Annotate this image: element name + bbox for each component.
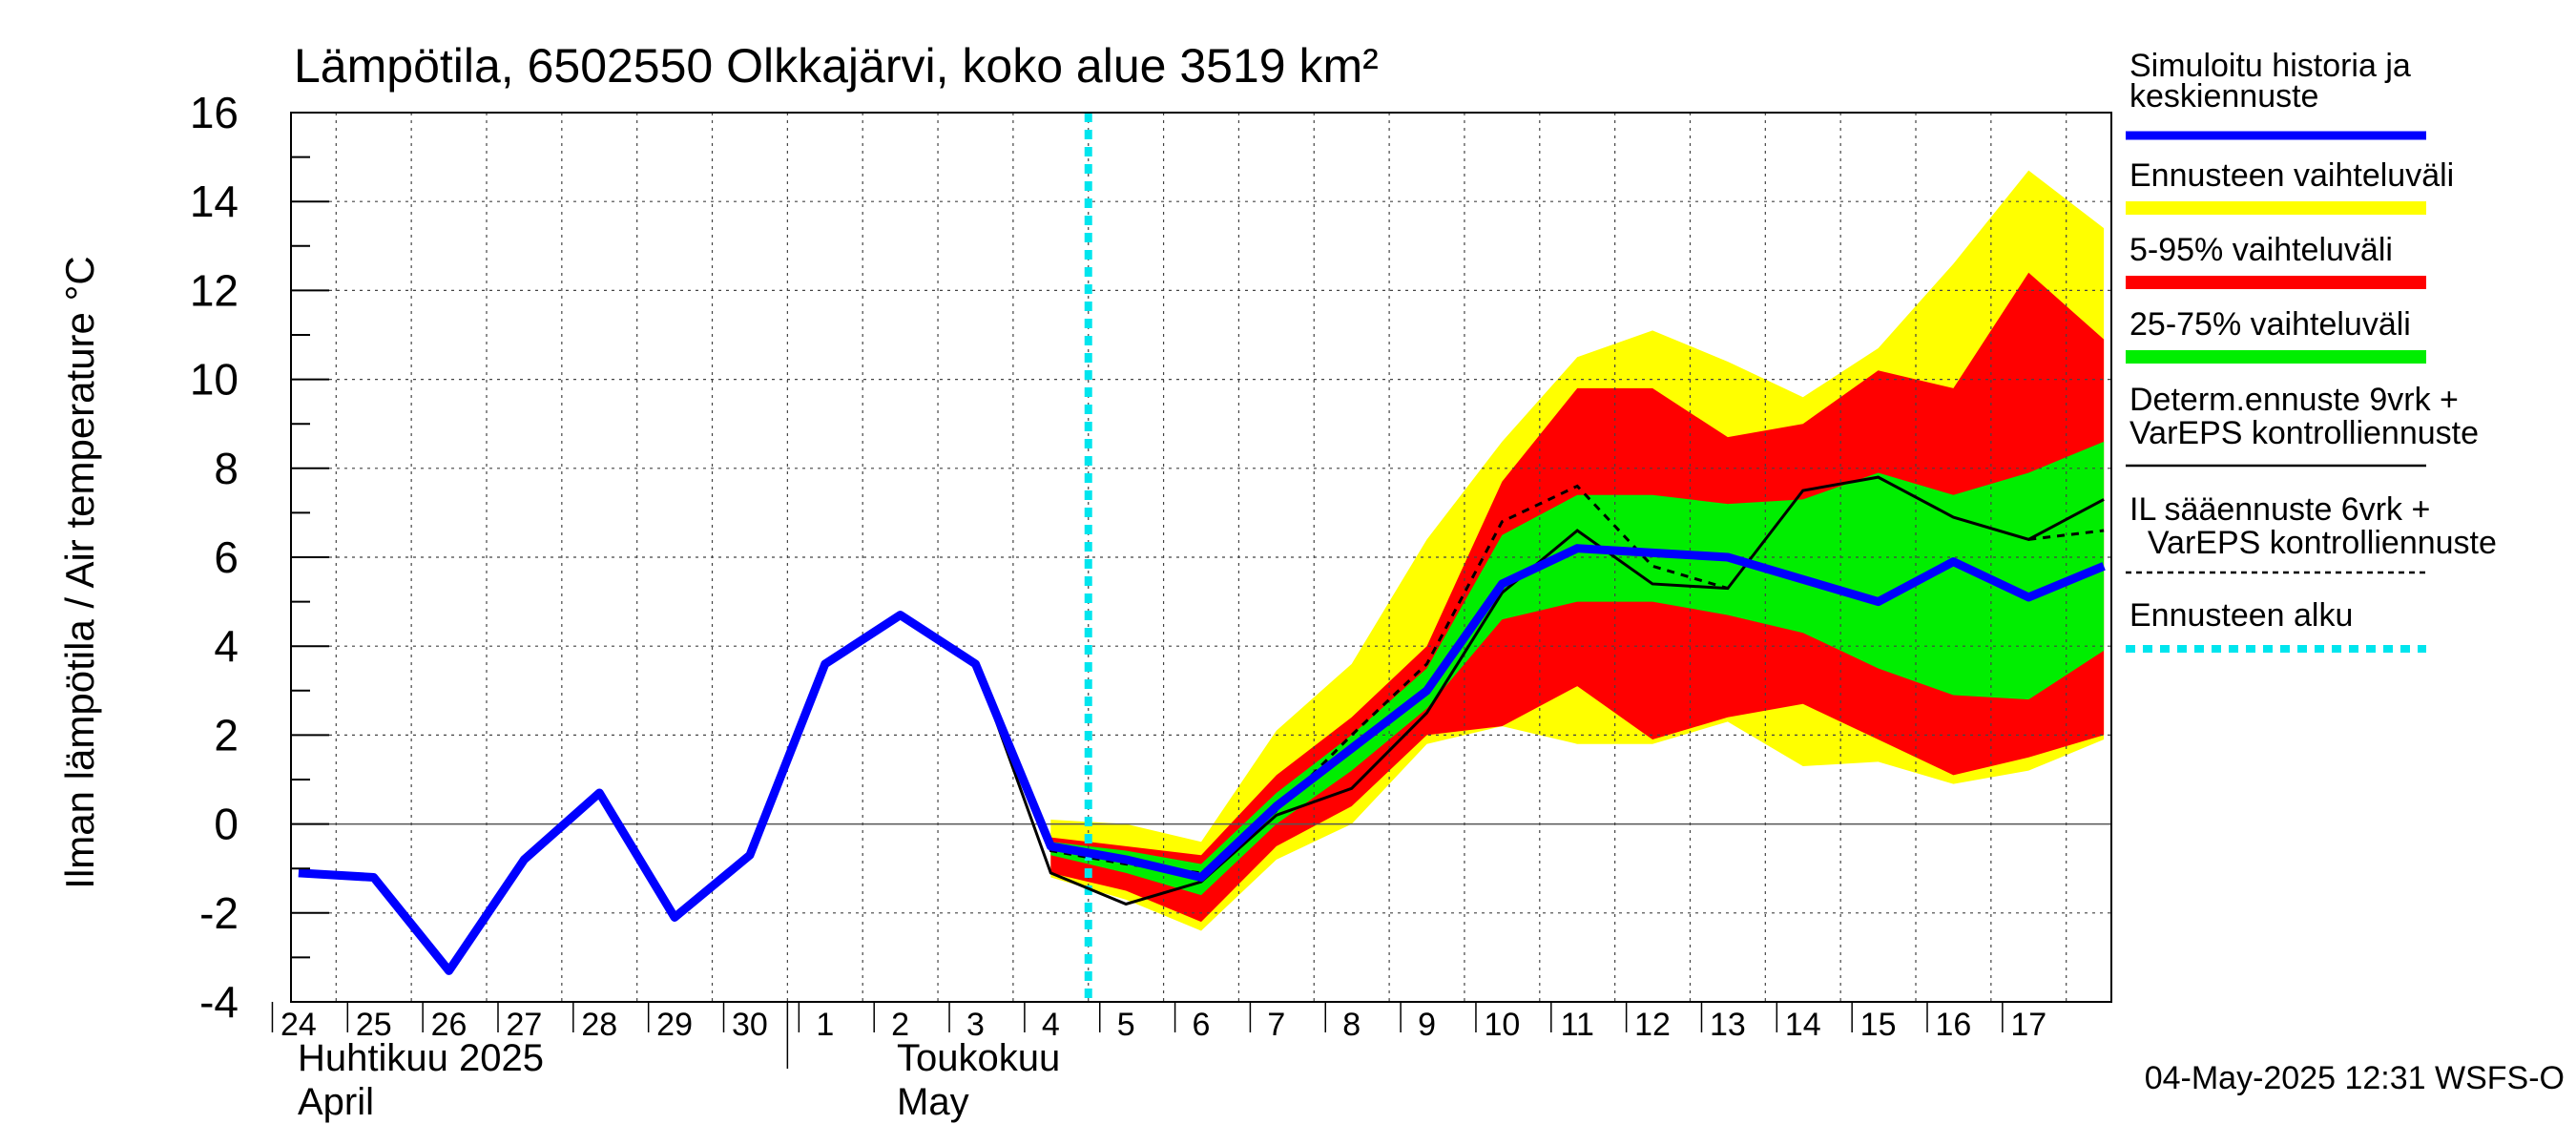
y-axis-label: Ilman lämpötila / Air temperature °C	[57, 256, 102, 888]
month-label-en: May	[897, 1081, 969, 1123]
x-tick-label: 6	[1193, 1007, 1211, 1043]
x-tick-label: 2	[891, 1007, 909, 1043]
x-tick-label: 15	[1860, 1007, 1897, 1043]
y-tick-label: -2	[199, 888, 239, 938]
x-tick-label: 12	[1634, 1007, 1671, 1043]
series-simulated-mean	[298, 544, 2106, 975]
y-axis: -4 -2 0 2 4 6 8 10 12 14 16	[190, 88, 329, 1027]
x-axis: 24 25 26 27 28 29 30 1 2 3 4 5 6 7 8 9 10 11 12 13 14 15 16 17H…	[271, 1002, 2046, 1123]
x-tick-label: 17	[2010, 1007, 2046, 1043]
legend-label: VarEPS kontrolliennuste	[2129, 525, 2497, 561]
legend-label: IL sääennuste 6vrk +	[2129, 491, 2430, 528]
x-tick-label: 30	[732, 1007, 768, 1043]
y-tick-label: 14	[190, 177, 239, 226]
timestamp-footer: 04-May-2025 12:31 WSFS-O	[2145, 1060, 2565, 1096]
legend-label: Ennusteen vaihteluväli	[2129, 157, 2454, 194]
month-label-en: April	[298, 1081, 374, 1123]
legend-label: VarEPS kontrolliennuste	[2129, 415, 2479, 451]
x-tick-label: 7	[1267, 1007, 1285, 1043]
series-il-forecast	[974, 484, 2105, 875]
x-tick-label: 14	[1785, 1007, 1821, 1043]
x-tick-label: 10	[1484, 1007, 1520, 1043]
x-tick-label: 11	[1561, 1007, 1594, 1043]
legend-label: keskiennuste	[2129, 78, 2318, 114]
x-tick-label: 8	[1342, 1007, 1361, 1043]
x-tick-label: 26	[431, 1007, 467, 1043]
y-tick-label: 4	[214, 621, 239, 671]
chart-title: Lämpötila, 6502550 Olkkajärvi, koko alue…	[294, 39, 1379, 93]
series-lines	[298, 113, 2106, 1002]
y-tick-label: 16	[190, 88, 239, 137]
y-tick-label: 6	[214, 532, 239, 582]
x-tick-label: 16	[1936, 1007, 1972, 1043]
legend-label: 5-95% vaihteluväli	[2129, 232, 2393, 268]
x-tick-label: 3	[966, 1007, 985, 1043]
y-tick-label: 0	[214, 800, 239, 849]
y-tick-label: 10	[190, 355, 239, 405]
x-tick-label: 29	[656, 1007, 693, 1043]
x-tick-label: 25	[356, 1007, 392, 1043]
legend-label: Simuloitu historia ja	[2129, 48, 2411, 84]
x-tick-label: 28	[581, 1007, 617, 1043]
x-tick-label: 13	[1710, 1007, 1746, 1043]
x-tick-label: 27	[506, 1007, 542, 1043]
x-tick-label: 24	[280, 1007, 317, 1043]
y-tick-label: 12	[190, 265, 239, 315]
legend-label: Ennusteen alku	[2129, 597, 2353, 634]
x-tick-label: 5	[1117, 1007, 1135, 1043]
y-tick-label: 2	[214, 710, 239, 760]
y-tick-label: 8	[214, 444, 239, 493]
x-tick-label: 9	[1418, 1007, 1436, 1043]
x-tick-label: 4	[1042, 1007, 1060, 1043]
month-label: Toukokuu	[897, 1037, 1060, 1079]
legend-label: 25-75% vaihteluväli	[2129, 306, 2411, 343]
legend-label: Determ.ennuste 9vrk +	[2129, 382, 2459, 418]
x-tick-label: 1	[816, 1007, 834, 1043]
y-tick-label: -4	[199, 977, 239, 1027]
month-label: Huhtikuu 2025	[298, 1037, 544, 1079]
